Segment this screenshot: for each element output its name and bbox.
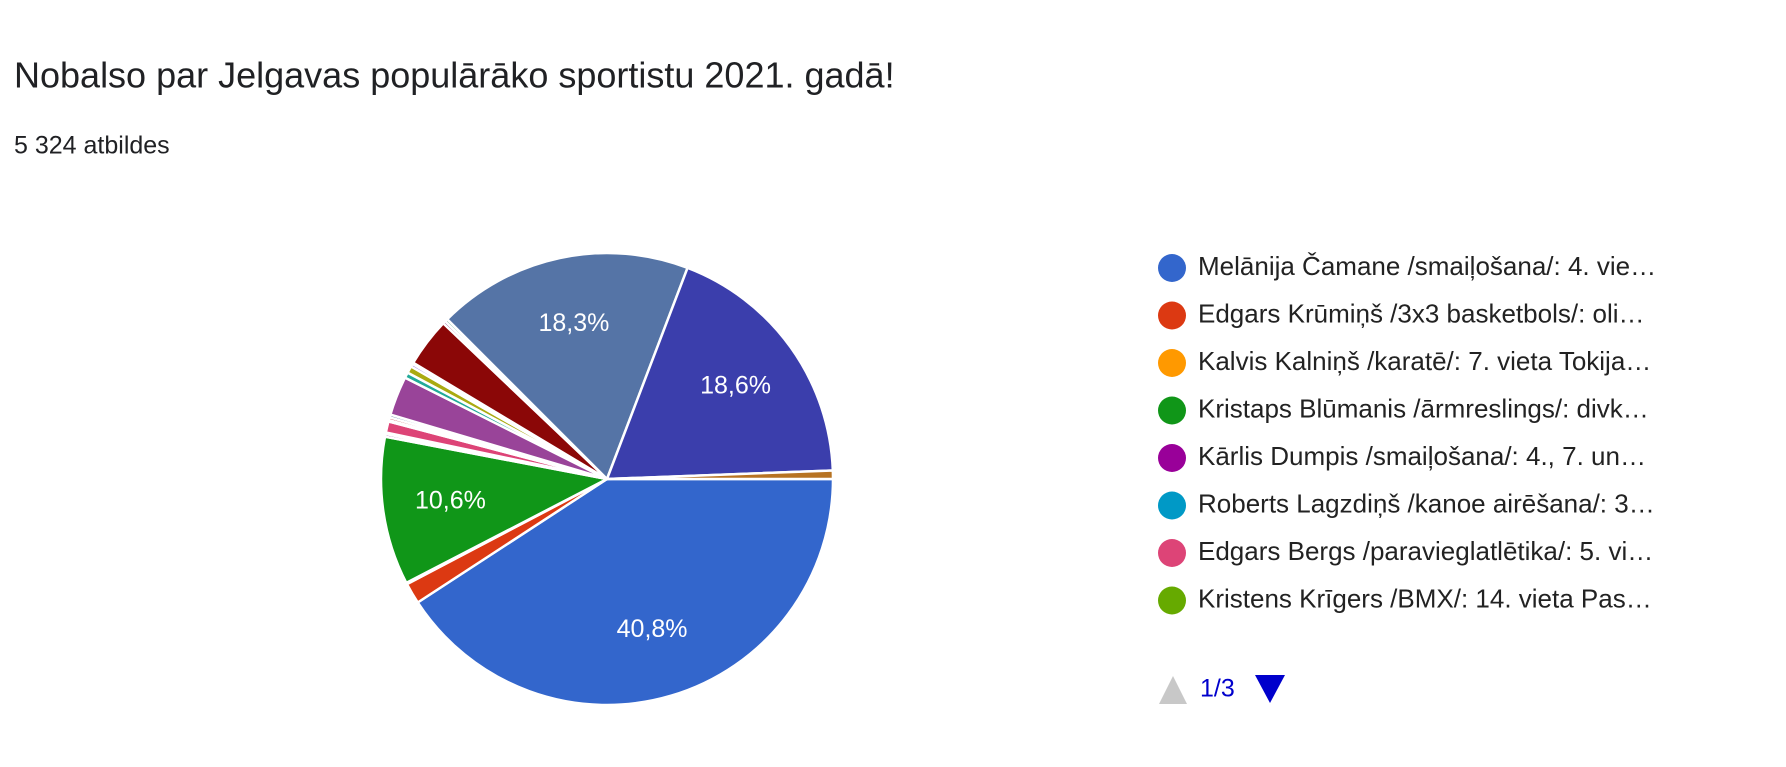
legend-swatch (1158, 539, 1186, 567)
legend: Melānija Čamane /smaiļošana/: 4. vie… Edg… (1158, 251, 1656, 615)
legend-swatch (1158, 301, 1186, 330)
legend-label: Melānija Čamane /smaiļošana/: 4. vie… (1198, 251, 1656, 281)
legend-swatch (1158, 396, 1186, 425)
slice-label: 10,6% (415, 486, 486, 514)
slice-label: 40,8% (617, 615, 688, 643)
pie-slice (605, 266, 835, 481)
pager-text: 1/3 (1200, 675, 1235, 703)
chart-subtitle: 5 324 atbildes (14, 132, 170, 160)
legend-swatch (1158, 586, 1186, 615)
legend-swatch (1158, 444, 1186, 472)
legend-label: Kristens Krīgers /BMX/: 14. vieta Pas… (1198, 583, 1652, 613)
legend-label: Edgars Krūmiņš /3x3 basketbols/: oli… (1198, 298, 1645, 328)
legend-label: Edgars Bergs /paravieglatlētika/: 5. vi… (1198, 536, 1653, 566)
pie-slice (379, 435, 609, 585)
legend-swatch (1158, 491, 1186, 520)
slice-label: 18,6% (700, 371, 771, 399)
pie: 40,8% 10,6% 18,3% 18,6% (379, 251, 835, 707)
legend-swatch (1158, 349, 1186, 377)
pie-slice (605, 469, 835, 481)
legend-swatch (1158, 254, 1186, 282)
legend-label: Roberts Lagzdiņš /kanoe airēšana/: 3… (1198, 488, 1655, 518)
chart-title: Nobalso par Jelgavas populārāko sportist… (14, 55, 895, 96)
pager-prev[interactable] (1159, 676, 1187, 704)
legend-label: Kārlis Dumpis /smaiļošana/: 4., 7. un… (1198, 441, 1646, 471)
legend-label: Kalvis Kalniņš /karatē/: 7. vieta Tokija… (1198, 346, 1651, 376)
slice-label: 18,3% (539, 309, 610, 337)
legend-label: Kristaps Blūmanis /ārmreslings/: divk… (1198, 393, 1649, 423)
pager-next[interactable] (1255, 675, 1285, 703)
